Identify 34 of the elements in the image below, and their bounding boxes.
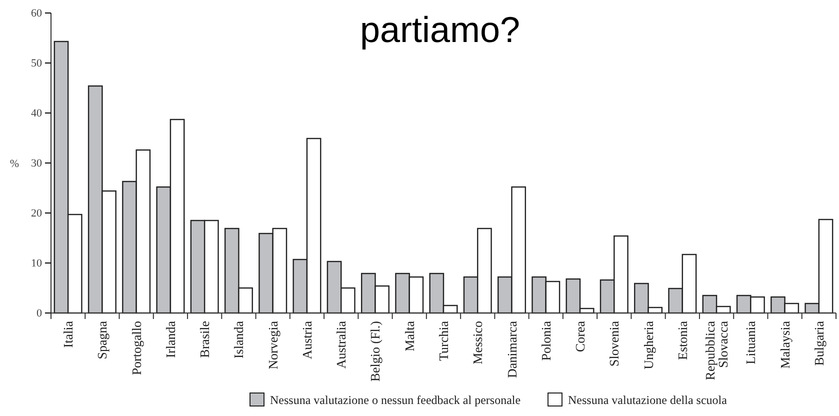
x-tick-label: Italia bbox=[60, 320, 76, 348]
x-tick-label: Repubblica Slovacca bbox=[702, 320, 731, 380]
x-tick-label: Danimarca bbox=[504, 320, 520, 378]
legend-label: Nessuna valutazione della scuola bbox=[568, 393, 728, 407]
x-tick-label: Turchia bbox=[436, 320, 451, 361]
x-tick-label: Bulgaria bbox=[811, 320, 826, 366]
x-tick-label: Irlanda bbox=[162, 320, 178, 358]
x-tick-label: Lituania bbox=[743, 320, 758, 364]
x-tick-label: Malaysia bbox=[777, 320, 792, 369]
legend-label: Nessuna valutazione o nessun feedback al personale bbox=[270, 393, 521, 407]
x-tick-label: Norvegia bbox=[265, 320, 280, 370]
x-tick-label: Polonia bbox=[538, 320, 554, 361]
x-tick-label: Austria bbox=[299, 320, 314, 360]
y-tick-label: 30 bbox=[31, 158, 42, 170]
y-axis-title: % bbox=[10, 158, 19, 170]
y-tick-label: 50 bbox=[31, 58, 42, 70]
x-tick-label: Malta bbox=[402, 320, 417, 352]
x-tick-label: Portogallo bbox=[128, 321, 144, 376]
x-tick-label: Messico bbox=[470, 321, 486, 364]
x-tick-label: Spagna bbox=[94, 320, 110, 360]
chart-title: partiamo? bbox=[360, 9, 520, 50]
x-tick-label: Australia bbox=[334, 320, 349, 369]
x-tick-label: Slovenia bbox=[606, 320, 622, 366]
y-tick-label: 20 bbox=[31, 208, 42, 220]
y-tick-label: 40 bbox=[31, 108, 42, 120]
x-tick-label: Ungheria bbox=[640, 320, 656, 370]
x-tick-label: Brasile bbox=[197, 320, 212, 358]
x-tick-label: Estonia bbox=[674, 320, 690, 360]
x-tick-label: Islanda bbox=[231, 320, 246, 359]
y-tick-label: 10 bbox=[31, 258, 42, 270]
x-tick-label: Corea bbox=[572, 320, 588, 352]
y-tick-label: 60 bbox=[31, 8, 42, 20]
x-tick-label: Belgio (Fl.) bbox=[368, 321, 383, 382]
y-tick-label: 0 bbox=[36, 308, 42, 320]
